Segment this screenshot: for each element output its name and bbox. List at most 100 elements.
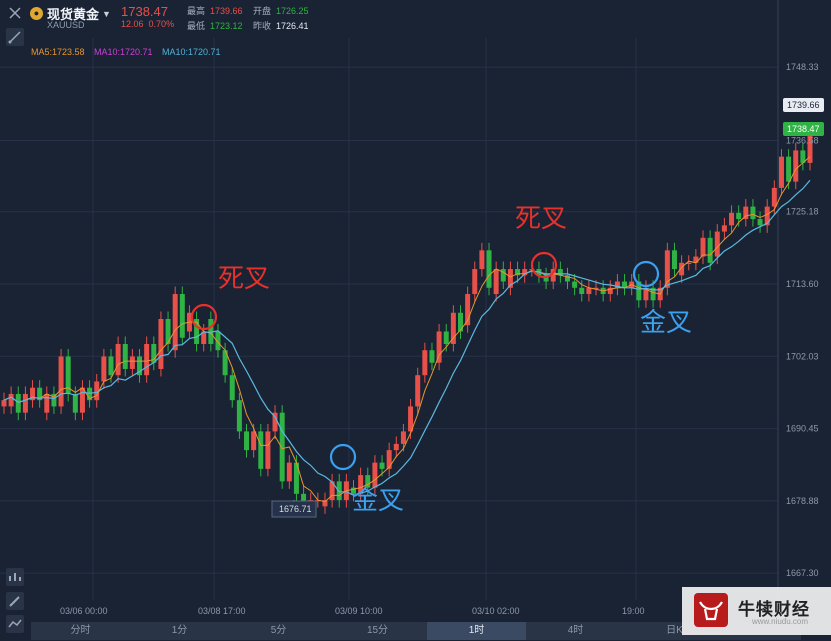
candle-body	[729, 212, 735, 226]
candle-body	[8, 393, 14, 407]
candle-body	[686, 262, 692, 264]
candle-body	[643, 287, 649, 301]
timeframe-tab[interactable]: 日K	[666, 625, 683, 636]
candle-body	[329, 481, 335, 501]
candle-body	[101, 356, 107, 382]
candle-body	[194, 319, 200, 344]
candle-body	[51, 393, 57, 407]
candle-body	[457, 312, 463, 332]
candle-body	[208, 319, 214, 344]
cross-circle	[530, 251, 558, 279]
y-tick-label: 1736.58	[786, 136, 819, 146]
prev-close-stat: 昨收 1726.41	[253, 21, 309, 31]
collapse-icon[interactable]	[5, 3, 25, 23]
ma5-legend: MA5:1723.58	[31, 47, 85, 57]
candle-body	[743, 206, 749, 220]
y-tick-label: 1713.60	[786, 279, 819, 289]
candle-body	[115, 343, 121, 376]
symbol-code: XAUUSD	[47, 20, 85, 30]
candle-body	[79, 387, 85, 413]
grid-lines	[0, 0, 779, 620]
candle-body	[251, 431, 257, 451]
candle-body	[122, 343, 128, 369]
indicator-icon[interactable]	[5, 567, 25, 587]
candle-body	[579, 287, 585, 295]
candle-body	[479, 250, 485, 270]
candle-body	[201, 331, 207, 344]
candle-body	[137, 356, 143, 376]
candle-body	[386, 450, 392, 469]
candle-body	[365, 475, 371, 488]
low-stat: 最低 1723.12	[187, 21, 243, 31]
candle-body	[1, 400, 7, 407]
open-stat: 开盘 1726.25	[253, 6, 309, 16]
candle-body	[58, 356, 64, 407]
candle-body	[778, 156, 784, 188]
candle-body	[151, 343, 157, 363]
candle-body	[757, 219, 763, 226]
candle-body	[22, 393, 28, 413]
watermark: 牛犊财经 www.niudu.com	[682, 587, 831, 635]
candle-body	[721, 225, 727, 232]
high-stat: 最高 1739.66	[187, 6, 243, 16]
candle-body	[650, 287, 656, 301]
timeframe-tab-active[interactable]: 1时	[427, 622, 526, 640]
x-tick-label: 19:00	[622, 606, 645, 616]
candle-body	[522, 269, 528, 276]
candle-body	[593, 287, 599, 289]
candle-body	[671, 250, 677, 270]
x-tick-label: 03/10 02:00	[472, 606, 520, 616]
candle-body	[358, 475, 364, 494]
y-tick-label: 1678.88	[786, 496, 819, 506]
symbol-selector[interactable]: ● 现货黄金 ▼	[30, 4, 111, 23]
timeframe-tab[interactable]: 5分	[270, 625, 287, 636]
ma-slow-line	[3, 179, 811, 496]
candle-body	[144, 343, 150, 376]
candle-body	[372, 462, 378, 488]
candle-body	[222, 350, 228, 376]
candle-body	[408, 406, 414, 432]
timeframe-tab[interactable]: 15分	[366, 625, 389, 636]
candle-body	[315, 500, 321, 502]
chevron-down-icon[interactable]: ▼	[102, 8, 111, 19]
candle-body	[493, 269, 499, 295]
candle-body	[679, 262, 685, 276]
candle-body	[564, 275, 570, 282]
price-axis: 1748.33 1736.58 1725.18 1713.60 1702.03 1690.…	[786, 62, 819, 578]
candle-body	[65, 356, 71, 394]
candle-body	[272, 412, 278, 432]
candle-body	[515, 269, 521, 276]
pencil-icon[interactable]	[5, 591, 25, 611]
candle-body	[429, 350, 435, 363]
timeframe-tab[interactable]: 4时	[567, 625, 584, 636]
candle-body	[379, 462, 385, 469]
symbol-name: 现货黄金	[47, 7, 100, 22]
x-tick-label: 03/08 17:00	[198, 606, 246, 616]
y-tick-label: 1702.03	[786, 351, 819, 361]
candle-body	[543, 275, 549, 282]
candle-body	[507, 269, 513, 288]
death-cross-label: 死叉	[515, 203, 568, 233]
candle-body	[393, 443, 399, 451]
timeframe-tab[interactable]: 1分	[171, 625, 188, 636]
candle-body	[400, 431, 406, 444]
draw-line-icon[interactable]	[5, 27, 25, 47]
x-tick-label: 03/06 00:00	[60, 606, 108, 616]
candle-body	[693, 256, 699, 263]
chart-type-icon[interactable]	[5, 614, 25, 634]
low-marker-label: 1676.71	[279, 504, 312, 514]
candle-body	[72, 393, 78, 413]
candle-body	[15, 393, 21, 413]
candle-body	[472, 269, 478, 295]
timeframe-tab[interactable]: 分时	[70, 625, 91, 636]
candle-body	[265, 431, 271, 469]
candle-body	[351, 487, 357, 494]
y-tick-label: 1748.33	[786, 62, 819, 72]
candle-body	[415, 375, 421, 407]
candle-body	[229, 375, 235, 401]
candle-body	[422, 350, 428, 376]
last-price-tag: 1738.47	[783, 122, 824, 136]
cross-circle	[632, 260, 660, 288]
candle-body	[700, 237, 706, 257]
